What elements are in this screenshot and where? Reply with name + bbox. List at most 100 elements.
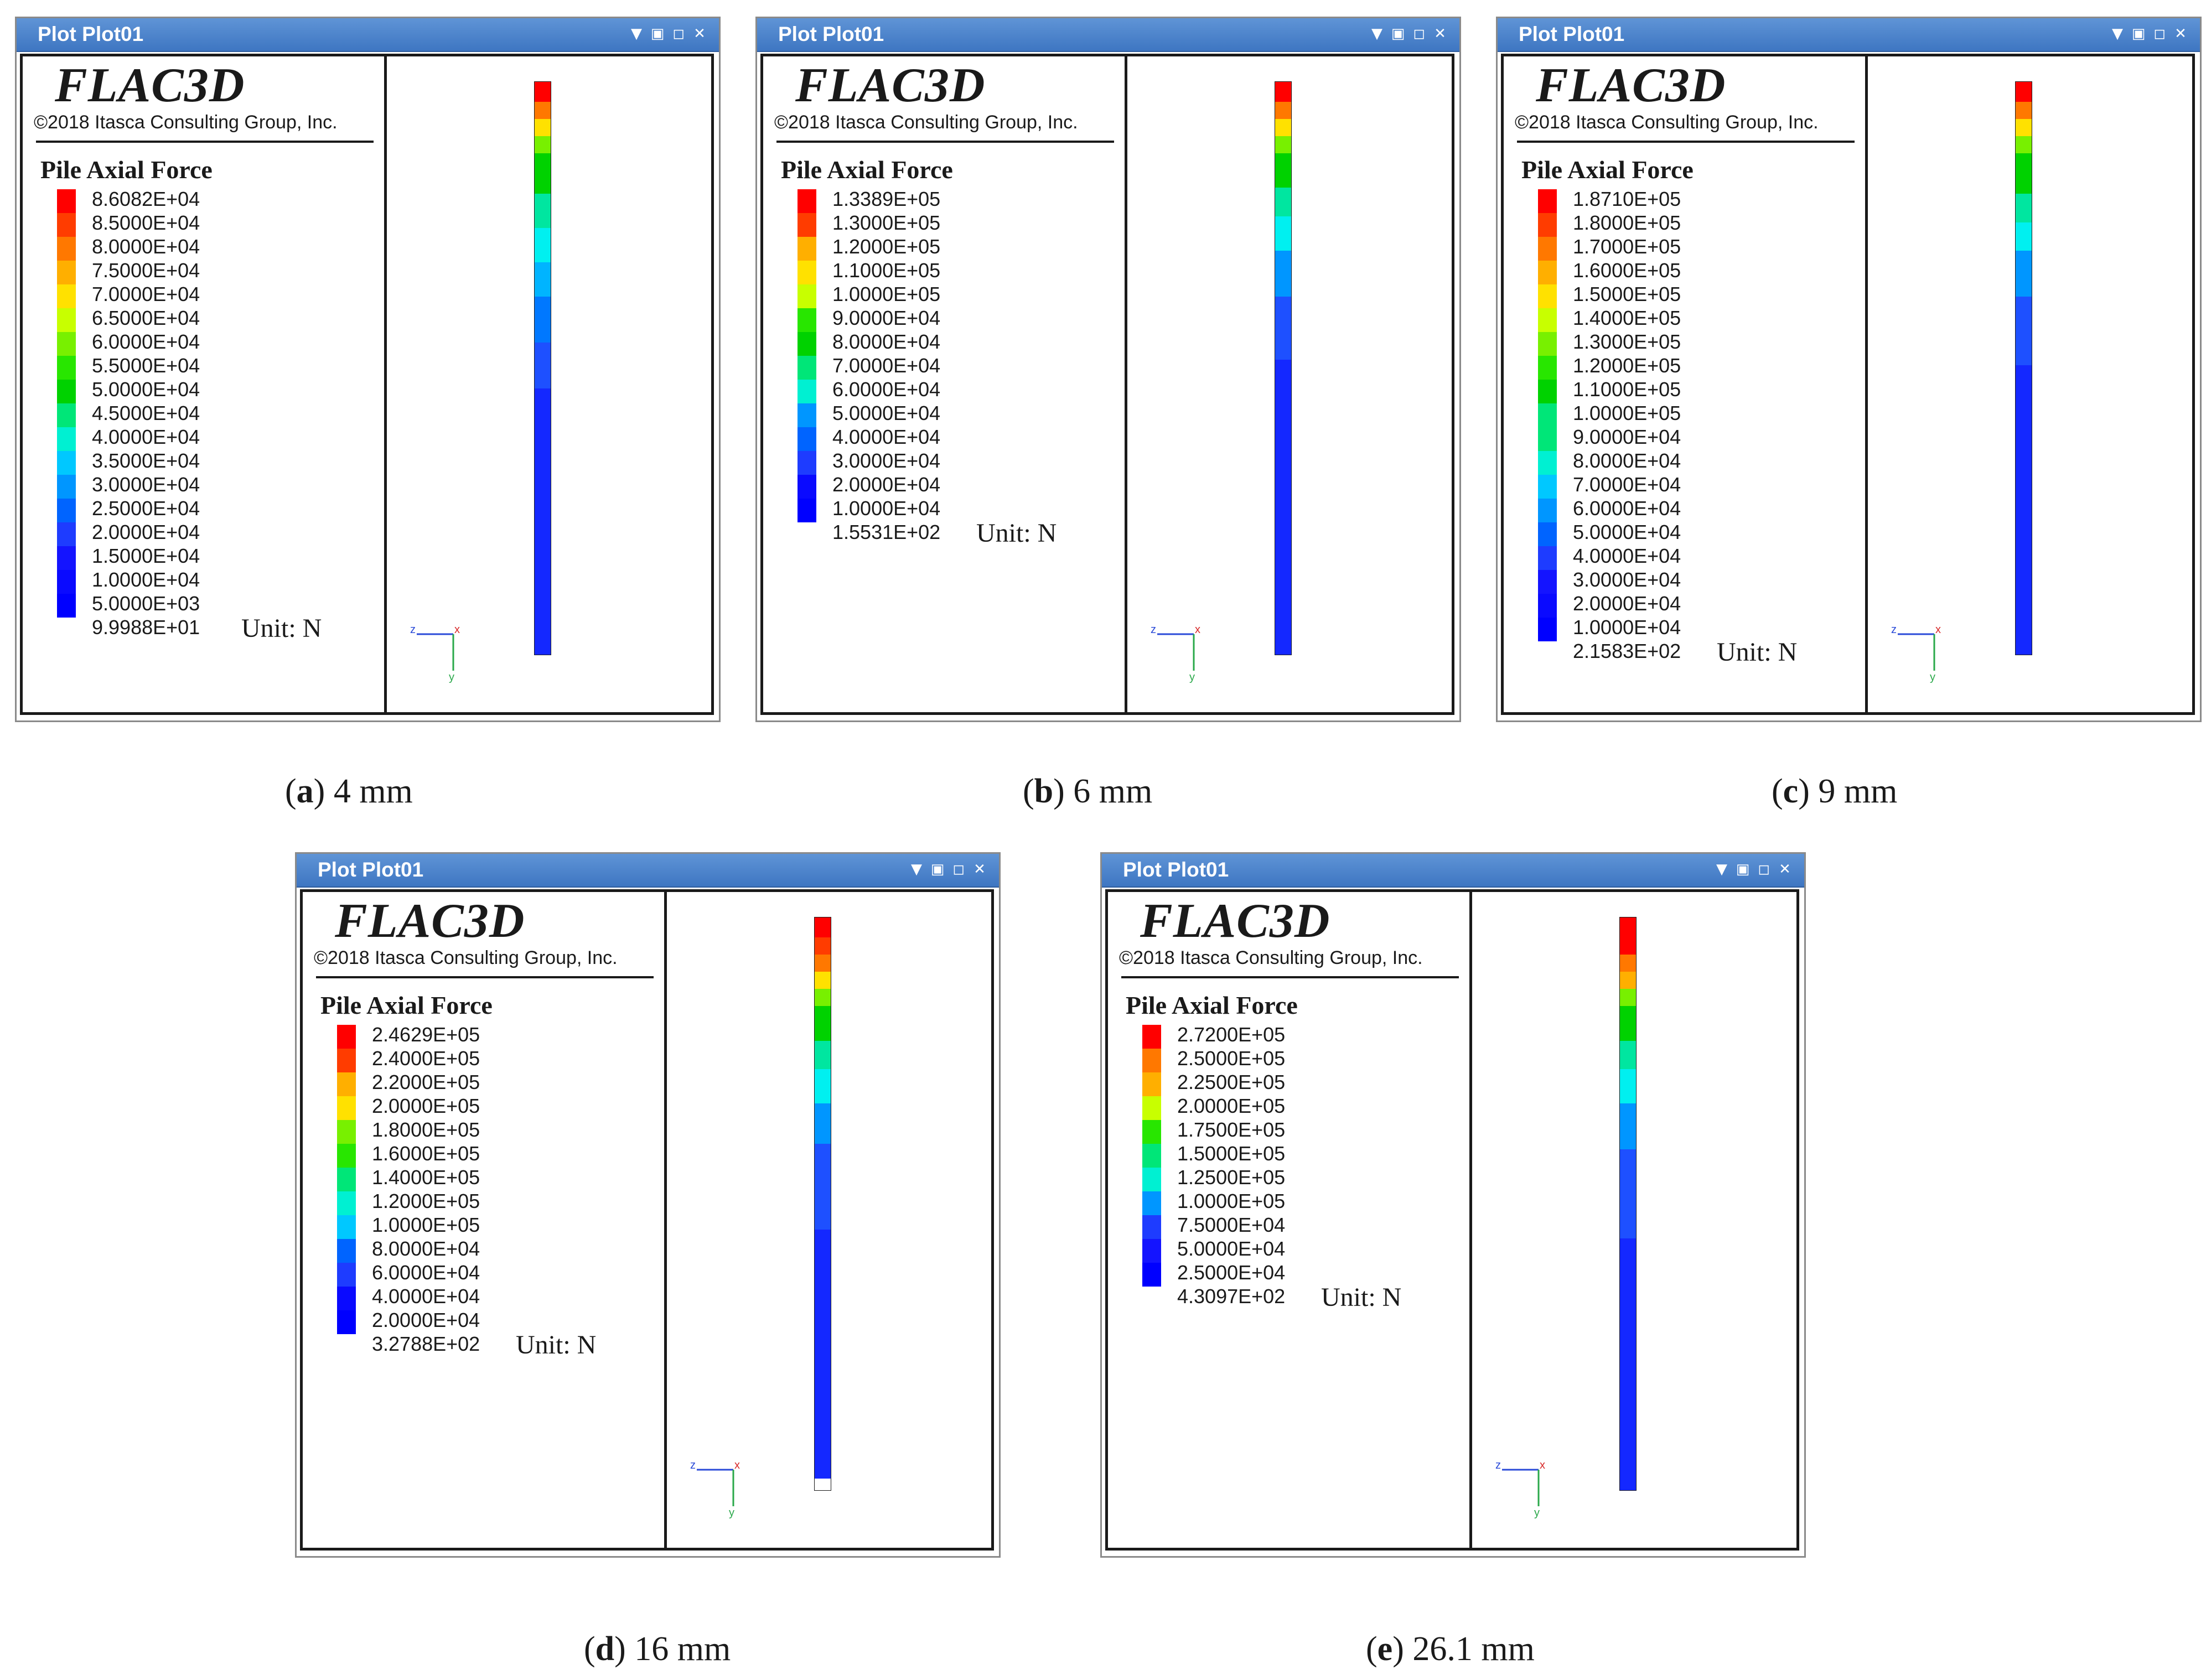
colorbar-swatch xyxy=(337,1096,356,1120)
dropdown-icon[interactable]: ▼ xyxy=(911,861,922,878)
legend-value: 2.2500E+05 xyxy=(1177,1071,1286,1093)
plot-window-d[interactable]: Plot Plot01 ▼ ▣ ◻ ✕ FLAC3D ©2018 Itasca Consul… xyxy=(295,852,1001,1558)
colorbar-swatch xyxy=(1538,475,1557,499)
pile-band xyxy=(815,955,831,972)
unit-label: Unit: N xyxy=(516,1330,597,1360)
window-titlebar[interactable]: Plot Plot01 ▼ ▣ ◻ ✕ xyxy=(1498,18,2200,52)
legend-value: 1.2500E+05 xyxy=(1177,1166,1286,1189)
legend-values: 1.8710E+05 1.8000E+05 1.7000E+05 1.6000E+05… xyxy=(1573,187,1681,663)
colorbar-swatch xyxy=(798,451,816,475)
pile-band xyxy=(1275,153,1291,188)
pile-band xyxy=(815,1006,831,1041)
colorbar-swatch xyxy=(57,261,76,284)
colorbar-swatch xyxy=(1538,403,1557,427)
maximize-icon[interactable]: ◻ xyxy=(2153,25,2166,42)
restore-icon[interactable]: ▣ xyxy=(2131,25,2146,42)
restore-icon[interactable]: ▣ xyxy=(650,25,665,42)
legend-value: 1.0000E+04 xyxy=(1573,616,1681,639)
restore-icon[interactable]: ▣ xyxy=(1736,861,1750,878)
pile-band xyxy=(2016,222,2032,251)
colorbar-swatch xyxy=(1142,1215,1161,1239)
plot-window-a[interactable]: Plot Plot01 ▼ ▣ ◻ ✕ FLAC3D ©2018 Itasca Consul… xyxy=(15,17,721,722)
plot-window-c[interactable]: Plot Plot01 ▼ ▣ ◻ ✕ FLAC3D ©2018 Itasca Consul… xyxy=(1496,17,2202,722)
pile-band xyxy=(535,297,551,343)
pile-column xyxy=(814,917,831,1491)
axis-label-z: z xyxy=(1495,1459,1501,1471)
pile-band xyxy=(815,989,831,1007)
axis-label-z: z xyxy=(1891,624,1897,636)
colorbar-swatch xyxy=(1142,1263,1161,1287)
pile-band xyxy=(2016,193,2032,222)
legend-title: Pile Axial Force xyxy=(1521,155,1694,184)
maximize-icon[interactable]: ◻ xyxy=(1413,25,1425,42)
plot-window-b[interactable]: Plot Plot01 ▼ ▣ ◻ ✕ FLAC3D ©2018 Itasca Consul… xyxy=(755,17,1461,722)
caption-text: 16 mm xyxy=(634,1630,731,1668)
unit-label: Unit: N xyxy=(1321,1283,1402,1312)
window-title: Plot Plot01 xyxy=(318,858,424,881)
pile-band xyxy=(1275,251,1291,297)
window-titlebar[interactable]: Plot Plot01 ▼ ▣ ◻ ✕ xyxy=(17,18,719,52)
unit-label: Unit: N xyxy=(1717,637,1798,667)
colorbar-swatch xyxy=(337,1025,356,1049)
caption-letter: b xyxy=(1034,772,1054,810)
legend-colorbar xyxy=(57,189,76,618)
window-controls: ▼ ▣ ◻ ✕ xyxy=(1715,859,1792,879)
close-icon[interactable]: ✕ xyxy=(1779,861,1791,878)
legend-value: 1.3389E+05 xyxy=(832,188,941,210)
legend-value: 4.3097E+02 xyxy=(1177,1285,1286,1308)
legend-colorbar xyxy=(1538,189,1557,641)
dropdown-icon[interactable]: ▼ xyxy=(631,25,642,42)
close-icon[interactable]: ✕ xyxy=(693,25,706,42)
colorbar-swatch xyxy=(1142,1144,1161,1168)
colorbar-swatch xyxy=(337,1287,356,1310)
legend-value: 1.8000E+05 xyxy=(372,1118,480,1141)
colorbar-swatch xyxy=(1538,332,1557,356)
pane-divider xyxy=(664,892,667,1548)
restore-icon[interactable]: ▣ xyxy=(930,861,945,878)
axis-label-z: z xyxy=(690,1459,696,1471)
flac3d-logo: FLAC3D xyxy=(1140,894,1330,948)
axis-label-x: x xyxy=(454,624,460,636)
dropdown-icon[interactable]: ▼ xyxy=(2112,25,2123,42)
pile-band xyxy=(535,262,551,297)
pile-band xyxy=(815,1040,831,1070)
axis-label-x: x xyxy=(1935,624,1941,636)
restore-icon[interactable]: ▣ xyxy=(1391,25,1405,42)
plot-window-e[interactable]: Plot Plot01 ▼ ▣ ◻ ✕ FLAC3D ©2018 Itasca Consul… xyxy=(1100,852,1806,1558)
colorbar-swatch xyxy=(337,1215,356,1239)
colorbar-swatch xyxy=(57,380,76,403)
pile-column xyxy=(1619,917,1637,1491)
colorbar-swatch xyxy=(1538,308,1557,332)
axis-label-x: x xyxy=(1195,624,1200,636)
colorbar-swatch xyxy=(337,1144,356,1168)
maximize-icon[interactable]: ◻ xyxy=(952,861,965,878)
close-icon[interactable]: ✕ xyxy=(973,861,986,878)
maximize-icon[interactable]: ◻ xyxy=(672,25,685,42)
legend-value: 1.0000E+05 xyxy=(1573,402,1681,424)
legend-value: 6.0000E+04 xyxy=(1573,497,1681,520)
legend-value: 2.5000E+04 xyxy=(1177,1261,1286,1284)
colorbar-swatch xyxy=(1142,1049,1161,1072)
pile-band xyxy=(2016,153,2032,194)
legend-value: 9.0000E+04 xyxy=(832,307,941,329)
legend-colorbar xyxy=(798,189,816,522)
legend-value: 8.0000E+04 xyxy=(1573,449,1681,472)
legend-value: 8.5000E+04 xyxy=(92,211,200,234)
close-icon[interactable]: ✕ xyxy=(2174,25,2187,42)
caption-letter: e xyxy=(1377,1630,1393,1668)
maximize-icon[interactable]: ◻ xyxy=(1758,861,1770,878)
window-titlebar[interactable]: Plot Plot01 ▼ ▣ ◻ ✕ xyxy=(1102,854,1804,888)
dropdown-icon[interactable]: ▼ xyxy=(1716,861,1727,878)
pile-band xyxy=(1275,216,1291,251)
window-titlebar[interactable]: Plot Plot01 ▼ ▣ ◻ ✕ xyxy=(757,18,1459,52)
window-controls: ▼ ▣ ◻ ✕ xyxy=(1370,24,1447,44)
dropdown-icon[interactable]: ▼ xyxy=(1371,25,1382,42)
legend-value: 1.4000E+05 xyxy=(1573,307,1681,329)
close-icon[interactable]: ✕ xyxy=(1434,25,1446,42)
colorbar-swatch xyxy=(57,213,76,237)
legend-value: 2.7200E+05 xyxy=(1177,1023,1286,1046)
legend-value: 1.2000E+05 xyxy=(832,235,941,258)
legend-value: 1.6000E+05 xyxy=(1573,259,1681,282)
window-titlebar[interactable]: Plot Plot01 ▼ ▣ ◻ ✕ xyxy=(297,854,999,888)
legend-value: 5.0000E+03 xyxy=(92,592,200,615)
